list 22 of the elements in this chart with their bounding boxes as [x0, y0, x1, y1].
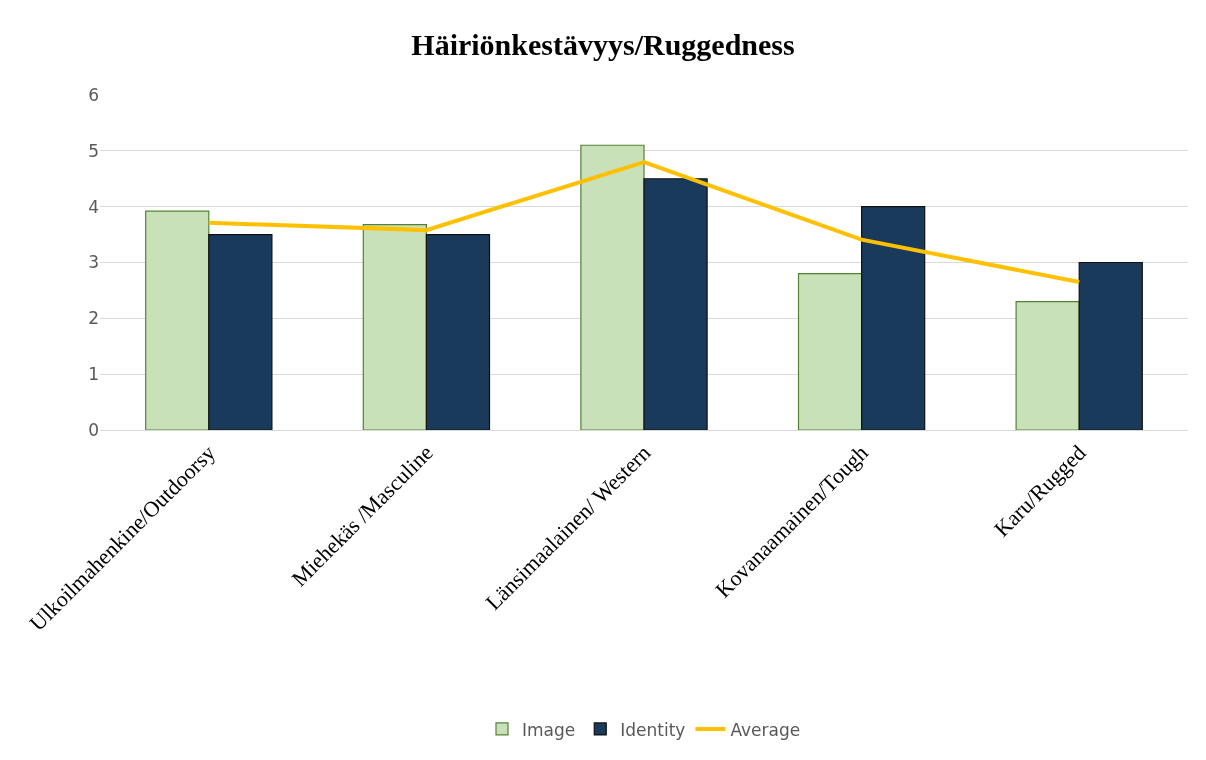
bar	[208, 233, 273, 430]
legend-label: Identity	[620, 719, 686, 740]
chart-title: Häiriönkestävyys/Ruggedness	[411, 28, 795, 62]
bar	[797, 273, 863, 430]
bar	[425, 233, 491, 430]
y-tick-label: 0	[88, 419, 99, 440]
y-tick-label: 5	[88, 140, 99, 161]
y-tick-label: 3	[88, 252, 99, 273]
legend-label: Average	[730, 719, 801, 740]
bar	[1078, 261, 1143, 430]
y-tick-label: 1	[88, 364, 99, 385]
bar	[643, 178, 708, 430]
bar	[580, 144, 645, 430]
line-series	[206, 160, 1082, 285]
bar	[145, 210, 210, 430]
legend-label: Image	[522, 719, 576, 740]
bar	[362, 223, 427, 430]
bar	[1015, 300, 1080, 430]
y-tick-label: 4	[88, 196, 99, 217]
y-tick-label: 2	[88, 308, 99, 329]
y-tick-label: 6	[88, 84, 99, 105]
bar	[861, 206, 926, 430]
